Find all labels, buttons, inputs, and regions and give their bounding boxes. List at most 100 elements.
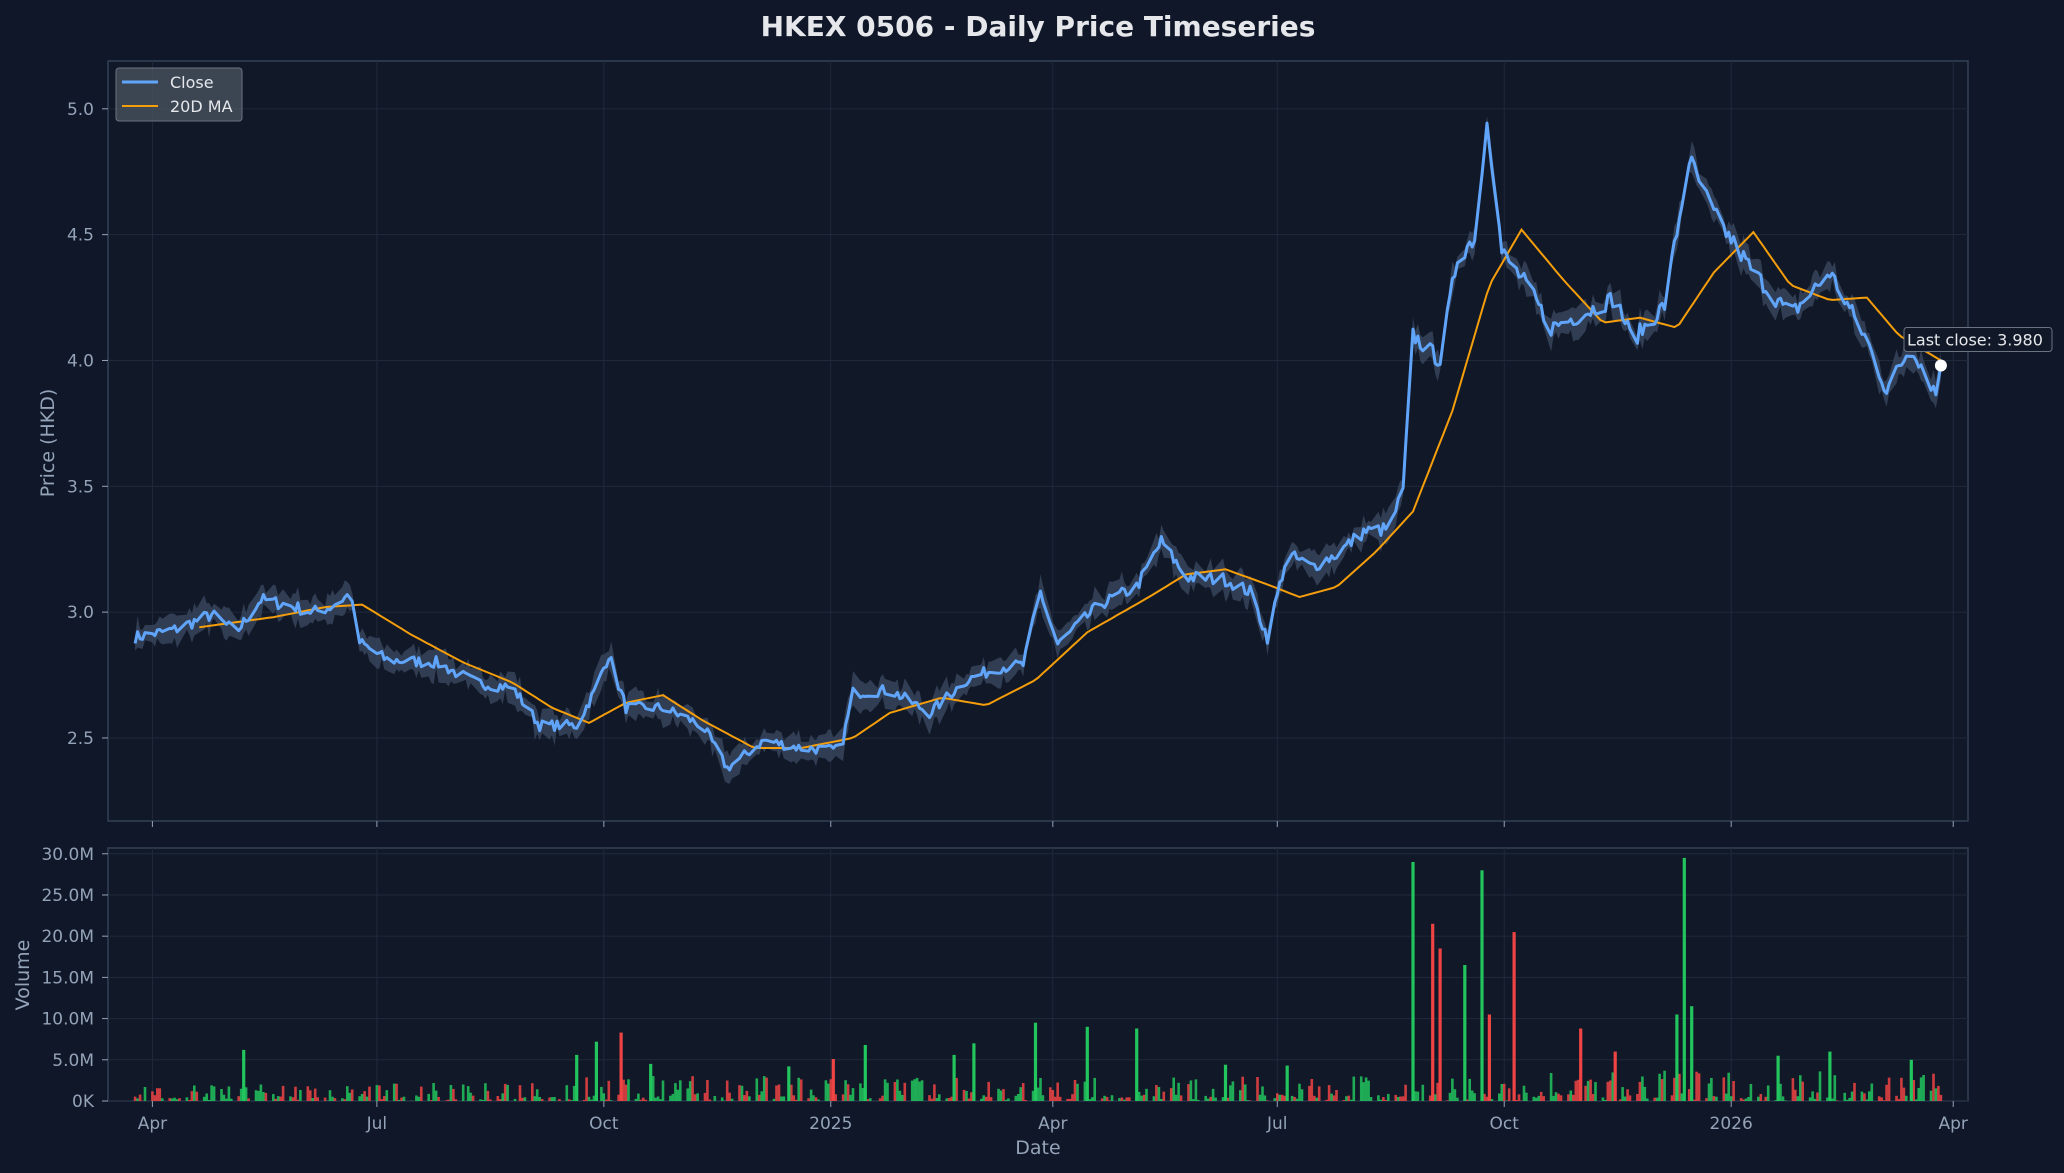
volume-bar bbox=[807, 1098, 810, 1101]
volume-bar bbox=[1744, 1098, 1748, 1101]
volume-bar bbox=[1845, 1099, 1849, 1101]
volume-bar bbox=[1712, 1096, 1716, 1101]
volume-bar bbox=[745, 1090, 749, 1101]
volume-bar bbox=[841, 1094, 845, 1101]
volume-bar bbox=[503, 1083, 507, 1101]
volume-bar bbox=[1801, 1081, 1804, 1101]
volume-bar bbox=[1446, 1100, 1449, 1101]
volume-bar bbox=[239, 1088, 243, 1101]
volume-bar bbox=[1766, 1085, 1770, 1101]
volume-bar bbox=[220, 1089, 223, 1101]
volume-bar bbox=[644, 1099, 648, 1101]
volume-bar bbox=[1791, 1078, 1795, 1101]
volume-bar bbox=[1584, 1085, 1587, 1101]
volume-bar bbox=[1100, 1098, 1104, 1101]
volume-bar bbox=[296, 1099, 300, 1101]
volume-bar bbox=[466, 1086, 470, 1101]
volume-bar-peak bbox=[972, 1043, 976, 1101]
volume-bar bbox=[264, 1092, 268, 1101]
close-price-line bbox=[133, 121, 1943, 772]
volume-bar bbox=[1887, 1077, 1891, 1101]
volume-bar bbox=[1209, 1096, 1212, 1101]
volume-bar bbox=[1428, 1095, 1432, 1101]
volume-bar bbox=[257, 1090, 260, 1101]
volume-bar bbox=[276, 1096, 280, 1101]
volume-bar bbox=[669, 1095, 672, 1101]
volume-bar bbox=[720, 1097, 724, 1101]
volume-bar-peak bbox=[1033, 1022, 1038, 1101]
volume-bar bbox=[452, 1088, 455, 1101]
volume-bar bbox=[1174, 1094, 1178, 1101]
volume-bar bbox=[1414, 1091, 1417, 1101]
volume-bar bbox=[1470, 1090, 1474, 1101]
volume-bar bbox=[291, 1097, 295, 1101]
annotation-text: Last close: 3.980 bbox=[1907, 331, 2043, 350]
volume-bar bbox=[434, 1090, 438, 1101]
volume-bar bbox=[429, 1100, 433, 1101]
volume-bar bbox=[1308, 1085, 1311, 1101]
volume-bar bbox=[814, 1097, 818, 1101]
price-tick-label: 4.0 bbox=[67, 351, 94, 371]
volume-bar bbox=[1024, 1100, 1027, 1101]
volume-bar bbox=[1569, 1090, 1573, 1101]
price-tick-label: 2.5 bbox=[67, 729, 94, 749]
volume-bar bbox=[1557, 1093, 1560, 1101]
volume-bar bbox=[1313, 1095, 1316, 1101]
volume-bar bbox=[538, 1097, 541, 1101]
volume-bar bbox=[1559, 1095, 1563, 1101]
volume-bar bbox=[1905, 1095, 1908, 1101]
volume-bar-peak bbox=[1682, 857, 1686, 1101]
volume-bar bbox=[1377, 1095, 1380, 1101]
volume-bar-peak bbox=[1909, 1059, 1913, 1101]
volume-bar bbox=[230, 1098, 233, 1101]
volume-bar bbox=[1404, 1084, 1407, 1101]
volume-bar bbox=[896, 1079, 899, 1101]
volume-bar bbox=[1724, 1093, 1728, 1101]
volume-bar bbox=[1922, 1075, 1925, 1101]
volume-bar-peak bbox=[594, 1041, 598, 1101]
volume-bar bbox=[607, 1080, 611, 1101]
volume-bar bbox=[1073, 1080, 1077, 1101]
volume-bar bbox=[654, 1097, 657, 1101]
volume-bar bbox=[1327, 1085, 1331, 1101]
volume-bar bbox=[341, 1098, 344, 1101]
volume-bar bbox=[622, 1079, 625, 1101]
volume-bar bbox=[550, 1097, 554, 1101]
volume-bar bbox=[1369, 1097, 1373, 1101]
volume-bar bbox=[1155, 1085, 1158, 1101]
volume-bar bbox=[1833, 1075, 1837, 1101]
volume-bar bbox=[1537, 1095, 1541, 1101]
volume-bar bbox=[193, 1085, 196, 1101]
volume-bar bbox=[809, 1089, 813, 1101]
volume-bar bbox=[1379, 1099, 1383, 1101]
volume-bar bbox=[1626, 1089, 1629, 1101]
volume-bar bbox=[777, 1084, 781, 1101]
x-tick-label: Apr bbox=[138, 1114, 167, 1134]
x-axis-label: Date bbox=[1015, 1137, 1060, 1159]
volume-bar-peak bbox=[1223, 1064, 1228, 1101]
last-close-marker bbox=[1934, 359, 1947, 372]
volume-bar bbox=[1609, 1080, 1612, 1101]
volume-bar bbox=[693, 1094, 697, 1101]
volume-bar-peak bbox=[1438, 948, 1442, 1101]
volume-bar bbox=[1068, 1098, 1072, 1101]
volume-bar bbox=[866, 1099, 870, 1101]
volume-bar bbox=[1611, 1072, 1615, 1101]
volume-bar bbox=[427, 1093, 430, 1101]
volume-bar-peak bbox=[619, 1032, 623, 1101]
volume-bar-peak bbox=[1776, 1055, 1780, 1101]
volume-bar bbox=[1283, 1095, 1286, 1101]
volume-bar bbox=[1522, 1085, 1526, 1101]
volume-bar bbox=[378, 1085, 381, 1101]
volume-bar bbox=[639, 1099, 643, 1101]
volume-bar bbox=[486, 1090, 490, 1101]
volume-bar bbox=[1663, 1070, 1666, 1101]
volume-bar bbox=[706, 1080, 709, 1101]
volume-bar-peak bbox=[1135, 1028, 1139, 1101]
volume-bar bbox=[143, 1087, 147, 1101]
volume-bar bbox=[151, 1091, 154, 1101]
volume-bar-peak bbox=[649, 1063, 653, 1101]
volume-bar bbox=[279, 1096, 282, 1101]
volume-bar bbox=[1359, 1076, 1363, 1101]
volume-bar bbox=[1330, 1093, 1333, 1101]
